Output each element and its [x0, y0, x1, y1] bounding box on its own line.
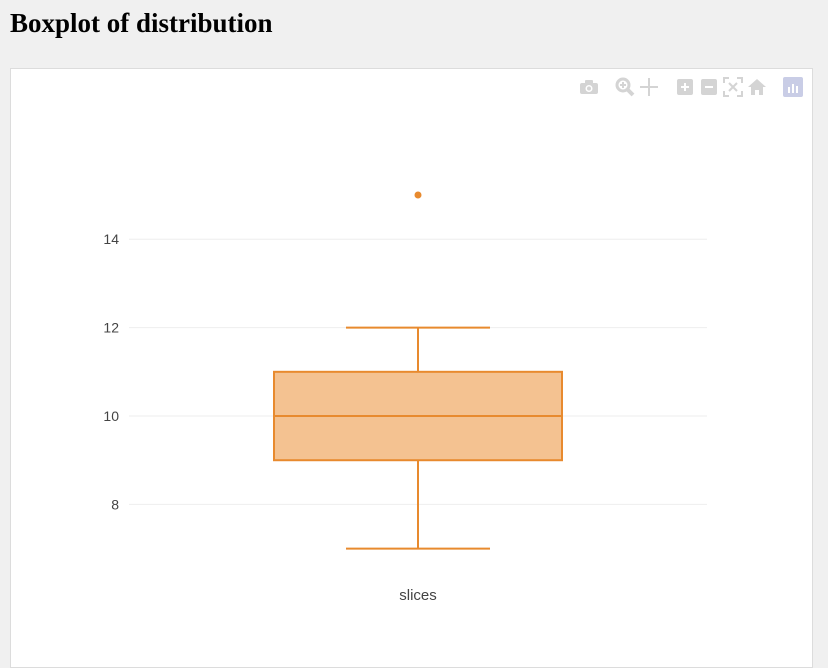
zoom-icon[interactable] [614, 77, 636, 97]
zoom-out-icon[interactable] [698, 77, 720, 97]
y-tick-label: 8 [111, 496, 119, 512]
modebar [576, 77, 804, 97]
zoom-in-icon[interactable] [674, 77, 696, 97]
boxplot-chart[interactable]: 8 10 12 14 slices [11, 69, 814, 665]
x-category-label: slices [399, 587, 437, 604]
page-title: Boxplot of distribution [10, 8, 273, 38]
home-icon[interactable] [746, 77, 768, 97]
plot-container: 8 10 12 14 slices [10, 68, 813, 668]
y-tick-label: 10 [103, 408, 119, 424]
autoscale-icon[interactable] [722, 77, 744, 97]
y-tick-label: 12 [103, 320, 119, 336]
y-tick-label: 14 [103, 231, 119, 247]
outlier-point [414, 191, 422, 199]
camera-icon[interactable] [578, 77, 600, 97]
plotly-logo-icon[interactable] [782, 77, 804, 97]
pan-icon[interactable] [638, 77, 660, 97]
